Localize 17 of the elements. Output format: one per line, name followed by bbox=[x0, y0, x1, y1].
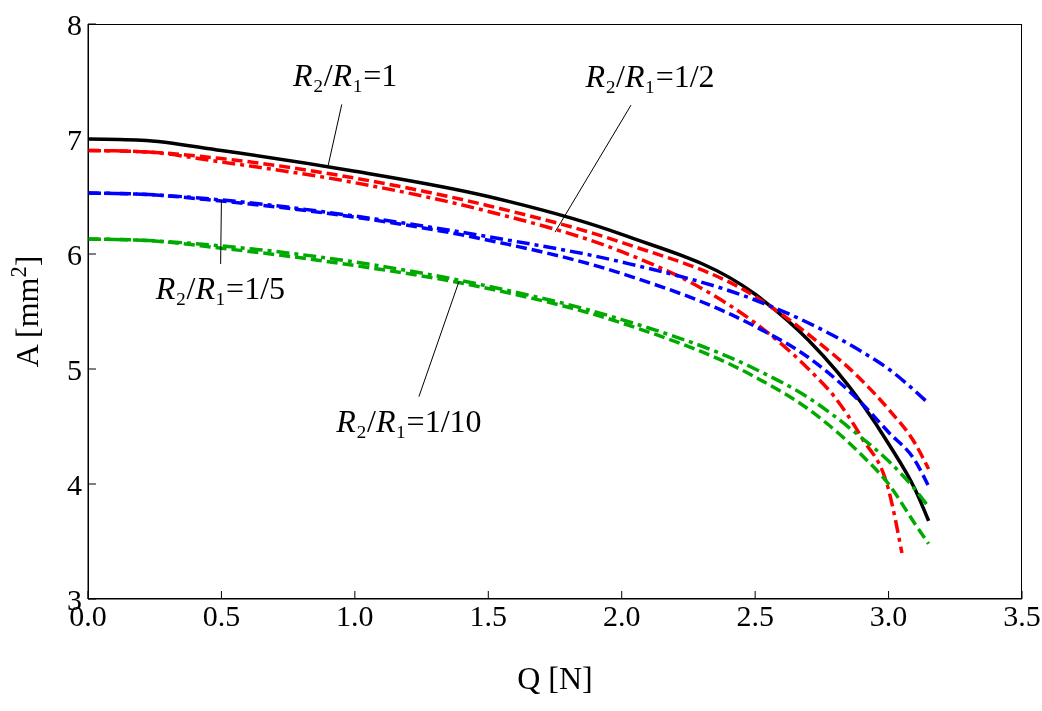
x-tick-label: 0.5 bbox=[202, 599, 241, 633]
y-tick-label: 8 bbox=[67, 7, 82, 41]
x-tick-label: 2.0 bbox=[602, 599, 641, 633]
x-tick-label: 1.5 bbox=[469, 599, 508, 633]
annotation: R₂/R₁=1 bbox=[292, 57, 398, 94]
annotation: R₂/R₁=1/10 bbox=[335, 402, 482, 439]
x-tick-label: 3.5 bbox=[1003, 599, 1041, 633]
annotation: R₂/R₁=1/5 bbox=[154, 270, 286, 307]
y-tick-label: 6 bbox=[67, 237, 82, 271]
annotation: R₂/R₁=1/2 bbox=[584, 58, 715, 95]
y-tick-label: 7 bbox=[67, 122, 82, 156]
x-tick-label: 1.0 bbox=[336, 599, 374, 633]
y-tick-label: 5 bbox=[67, 352, 82, 386]
x-tick-label: 2.5 bbox=[736, 599, 774, 633]
x-tick-label: 3.0 bbox=[869, 599, 908, 633]
x-axis-title: Q [N] bbox=[517, 660, 593, 696]
y-tick-label: 4 bbox=[67, 467, 82, 501]
